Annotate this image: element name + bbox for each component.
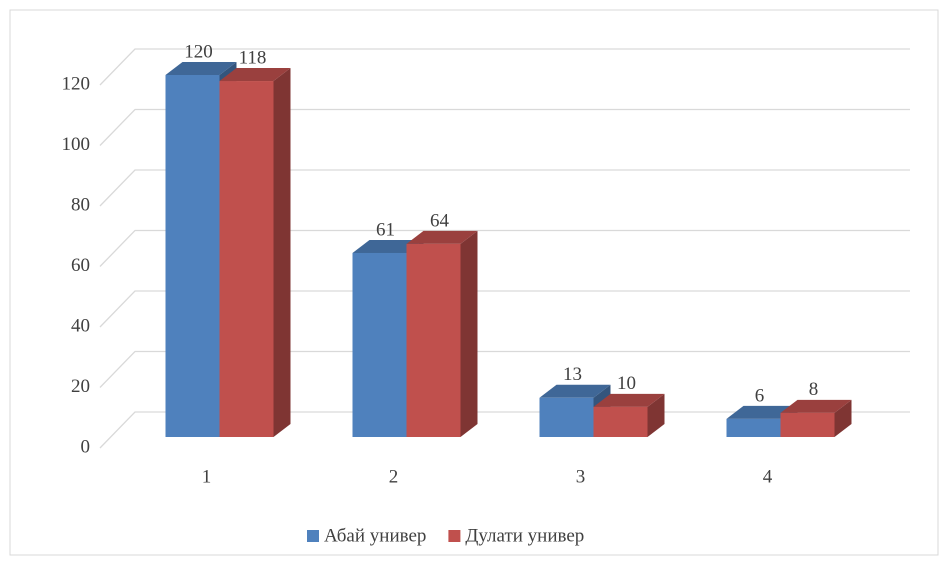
bar [539,397,594,437]
bar-top [593,393,665,407]
legend-swatch [448,530,461,542]
bar-top [406,230,478,244]
y-tick-label: 40 [71,315,90,336]
bar-side [460,230,478,437]
data-label: 64 [430,210,450,231]
bar-top [219,68,291,82]
data-label: 118 [239,47,267,68]
x-tick-label: 2 [389,466,399,487]
bar-top [539,384,611,398]
bar-side [647,393,665,437]
grid-line [99,350,910,388]
x-tick-label: 3 [576,466,586,487]
grid-line [99,108,910,146]
data-label: 10 [617,373,636,394]
grid-line [99,48,910,86]
legend-label: Дулати универ [465,525,584,546]
legend-swatch [307,530,319,542]
x-tick-label: 1 [202,466,212,487]
data-label: 6 [755,385,765,406]
legend-label: Абай универ [324,525,426,546]
y-tick-label: 20 [71,376,90,397]
bar [780,412,835,437]
bar-top [780,399,852,413]
bar-top [726,405,798,419]
bar-side [834,399,852,437]
bar-side [273,68,291,438]
bar [165,75,220,437]
data-label: 120 [184,41,213,62]
bar-top [352,239,424,253]
bar [406,243,461,437]
grid-line [99,290,910,328]
y-tick-label: 100 [62,134,91,155]
data-label: 8 [809,379,819,400]
y-tick-label: 60 [71,255,90,276]
y-tick-label: 80 [71,194,90,215]
x-tick-label: 4 [763,466,773,487]
bar [726,418,781,437]
bar [593,406,648,437]
data-label: 61 [376,219,395,240]
y-tick-label: 0 [81,436,91,457]
y-tick-label: 120 [62,73,91,94]
grid-line [99,229,910,267]
data-label: 13 [563,364,582,385]
bar [352,252,407,437]
grid-line [99,169,910,207]
bar-top [165,62,237,75]
bar [219,81,274,438]
